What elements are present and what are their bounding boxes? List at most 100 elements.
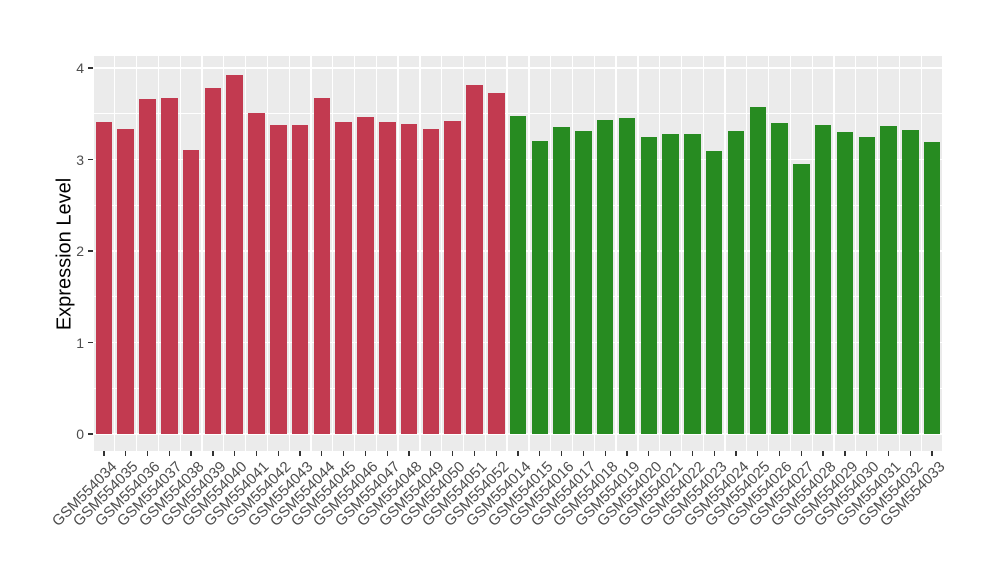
bar-GSM554025 <box>749 107 766 434</box>
bar-GSM554030 <box>858 136 875 434</box>
x-tick <box>517 451 519 456</box>
x-tick <box>735 451 737 456</box>
vertical-gridline <box>593 56 595 451</box>
vertical-gridline <box>266 56 269 451</box>
vertical-gridline <box>920 56 922 451</box>
vertical-gridline <box>637 56 639 451</box>
vertical-gridline <box>811 56 813 451</box>
bar-GSM554041 <box>248 112 265 434</box>
x-tick <box>212 451 214 456</box>
vertical-gridline <box>288 56 290 451</box>
x-tick <box>648 451 650 456</box>
bar-GSM554020 <box>640 136 657 434</box>
x-tick <box>757 451 759 456</box>
bar-GSM554016 <box>553 126 570 434</box>
vertical-gridline <box>397 56 399 451</box>
bar-GSM554050 <box>444 121 461 434</box>
vertical-gridline <box>353 56 356 451</box>
bar-GSM554028 <box>814 124 832 434</box>
bar-GSM554043 <box>291 124 309 434</box>
vertical-gridline <box>484 56 486 451</box>
plot-panel <box>92 56 944 451</box>
vertical-gridline <box>375 56 377 451</box>
x-tick <box>691 451 694 456</box>
y-tick <box>87 158 93 161</box>
bar-GSM554051 <box>466 84 483 434</box>
vertical-gridline <box>876 56 879 451</box>
bar-GSM554021 <box>662 133 679 434</box>
vertical-gridline <box>92 56 94 451</box>
vertical-gridline <box>767 56 770 451</box>
vertical-gridline <box>528 56 530 451</box>
bar-GSM554018 <box>596 120 614 434</box>
x-tick <box>626 451 628 456</box>
x-tick <box>866 451 868 456</box>
bar-GSM554047 <box>379 122 396 434</box>
bar-GSM554052 <box>488 92 505 434</box>
bar-GSM554039 <box>204 88 222 434</box>
x-tick <box>430 451 432 456</box>
x-tick <box>604 451 606 456</box>
x-tick <box>234 451 236 456</box>
y-tick <box>87 250 93 252</box>
vertical-gridline <box>746 56 748 451</box>
bar-GSM554036 <box>139 99 156 434</box>
bar-GSM554032 <box>902 130 919 434</box>
y-tick <box>87 67 93 69</box>
major-gridline <box>93 433 943 435</box>
bar-GSM554045 <box>335 122 352 434</box>
bar-GSM554029 <box>836 132 854 434</box>
bar-GSM554034 <box>95 122 113 434</box>
vertical-gridline <box>441 56 443 451</box>
bar-GSM554042 <box>270 124 287 434</box>
x-tick <box>103 451 105 456</box>
y-tick-label: 0 <box>76 426 84 442</box>
vertical-gridline <box>833 56 835 451</box>
x-tick <box>321 451 323 456</box>
x-tick <box>800 451 802 456</box>
vertical-gridline <box>659 56 661 451</box>
vertical-gridline <box>724 56 726 451</box>
vertical-gridline <box>680 56 683 451</box>
vertical-gridline <box>789 56 792 451</box>
bar-GSM554015 <box>531 141 548 434</box>
vertical-gridline <box>898 56 901 451</box>
y-tick-label: 1 <box>76 334 84 351</box>
x-tick <box>931 451 933 456</box>
x-tick <box>909 451 911 456</box>
x-tick <box>473 451 476 456</box>
y-tick-label: 3 <box>76 151 84 168</box>
vertical-gridline <box>310 56 312 451</box>
vertical-gridline <box>855 56 857 451</box>
vertical-gridline <box>942 56 944 451</box>
vertical-gridline <box>615 56 617 451</box>
y-tick <box>87 341 93 344</box>
x-tick <box>778 451 781 456</box>
vertical-gridline <box>332 56 334 451</box>
bar-GSM554037 <box>161 98 178 434</box>
bar-GSM554031 <box>880 125 897 434</box>
x-tick <box>190 451 192 456</box>
vertical-gridline <box>179 56 181 451</box>
x-tick <box>146 451 149 456</box>
vertical-gridline <box>244 56 247 451</box>
x-tick <box>495 451 497 456</box>
bar-GSM554024 <box>727 131 745 434</box>
x-tick <box>451 451 454 456</box>
x-tick <box>277 451 279 456</box>
x-tick <box>168 451 170 456</box>
x-tick <box>342 451 345 456</box>
vertical-gridline <box>550 56 552 451</box>
bar-GSM554048 <box>400 123 418 434</box>
bar-GSM554027 <box>793 164 810 434</box>
bar-GSM554044 <box>313 98 331 434</box>
vertical-gridline <box>506 56 508 451</box>
y-tick-label: 2 <box>76 243 84 259</box>
vertical-gridline <box>419 56 421 451</box>
bar-GSM554026 <box>771 122 788 434</box>
x-tick <box>582 451 585 456</box>
bar-GSM554033 <box>923 142 941 434</box>
bar-GSM554049 <box>422 129 440 434</box>
x-tick <box>255 451 258 456</box>
